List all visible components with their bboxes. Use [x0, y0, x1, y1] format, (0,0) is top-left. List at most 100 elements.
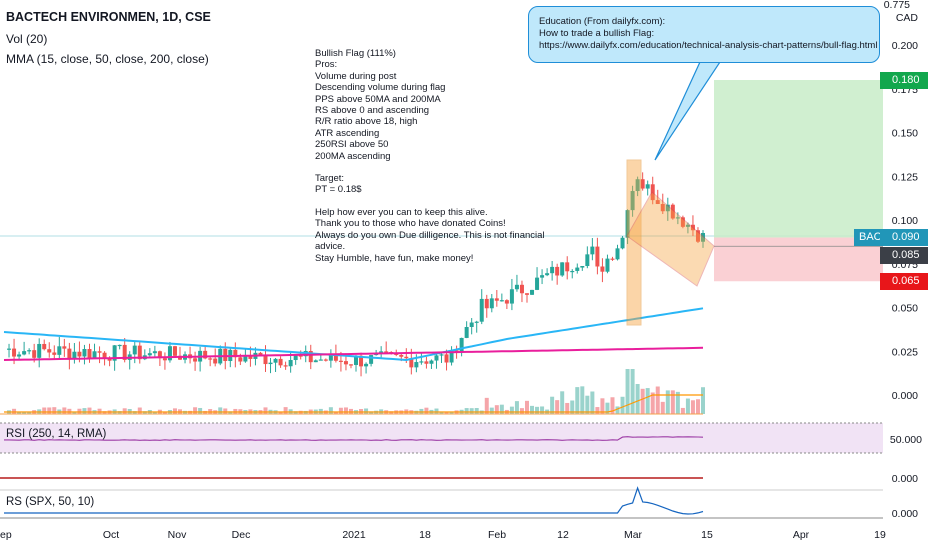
price-tick: 0.100 — [892, 215, 918, 227]
candle — [670, 203, 675, 220]
candle — [695, 227, 700, 244]
volume-bar — [464, 408, 469, 414]
candle — [459, 337, 464, 357]
education-callout: Education (From dailyfx.com): How to trad… — [528, 6, 880, 63]
candle — [600, 258, 605, 283]
note-line: ATR ascending — [315, 127, 380, 139]
volume-bar — [610, 397, 615, 414]
candle — [474, 320, 479, 333]
candle — [494, 290, 499, 307]
time-tick: 19 — [874, 529, 886, 541]
candle — [318, 354, 323, 361]
volume-bar — [530, 405, 535, 414]
candle — [188, 346, 193, 364]
candle — [625, 209, 630, 245]
rsi-tick: 50.000 — [890, 434, 922, 446]
volume-bar — [439, 411, 444, 414]
volume-bar — [223, 408, 228, 414]
volume-bar — [198, 407, 203, 414]
volume-bar — [580, 386, 585, 414]
volume-bar — [484, 397, 489, 414]
indicator-panels — [0, 422, 883, 519]
note-line: Always do you own Due dilligence. This i… — [315, 229, 545, 241]
candle — [22, 341, 27, 356]
candle — [354, 355, 359, 372]
candle — [535, 267, 540, 291]
note-line: Thank you to those who have donated Coin… — [315, 218, 506, 230]
candle — [62, 338, 67, 357]
note-line: Bullish Flag (111%) — [315, 48, 396, 59]
volume-bar — [52, 407, 57, 414]
volume-bar — [263, 407, 268, 414]
note-line — [315, 196, 575, 207]
moving-averages — [0, 307, 704, 415]
ma50-line — [3, 307, 704, 362]
candle — [690, 215, 695, 237]
candle — [540, 269, 545, 285]
volume-bar — [590, 391, 595, 414]
candle — [162, 352, 167, 370]
volume-bar — [489, 407, 494, 414]
volume-bar — [620, 396, 625, 414]
volume-bar — [509, 406, 514, 414]
rs-line — [4, 486, 704, 515]
volume-bar — [665, 390, 670, 414]
flag-channel — [626, 191, 715, 287]
candle — [167, 341, 172, 363]
volume-bar — [42, 407, 47, 414]
price-tick: 0.150 — [892, 128, 918, 140]
volume-bar — [328, 407, 333, 414]
target-price-tag: 0.180 — [880, 72, 928, 89]
volume-bar — [17, 411, 22, 414]
candle — [419, 353, 424, 365]
candle — [504, 299, 509, 310]
price-tick: 0.050 — [892, 303, 918, 315]
candle — [328, 349, 333, 368]
volume-bar — [625, 369, 630, 414]
ma200-line — [3, 346, 704, 361]
candle — [172, 345, 177, 358]
candle — [127, 351, 132, 370]
price-tick: 0.000 — [892, 390, 918, 402]
candle — [293, 354, 298, 365]
candle — [595, 237, 600, 275]
target-zone — [714, 80, 883, 238]
candle — [434, 352, 439, 369]
note-line: RS above 0 and ascending — [315, 105, 430, 117]
rs-tick: 0.000 — [892, 508, 918, 520]
rsi-tick: 0.000 — [892, 473, 918, 485]
note-line: Stay Humble, have fun, make money! — [315, 252, 474, 264]
note-line: Pros: — [315, 59, 338, 71]
volume-bar — [172, 408, 177, 414]
time-tick: Apr — [793, 529, 810, 541]
trade-zones — [714, 80, 883, 282]
chart-title: BACTECH ENVIRONMEN, 1D, CSE — [6, 10, 211, 24]
candle — [519, 280, 524, 303]
volume-bar — [499, 404, 504, 414]
callout-line: Education (From dailyfx.com): — [539, 16, 666, 27]
volume-bar — [560, 391, 565, 414]
candle — [52, 345, 57, 360]
volume-bar — [333, 411, 338, 414]
volume-bar — [494, 405, 499, 414]
volume-bar — [595, 407, 600, 414]
note-line: advice. — [315, 241, 346, 253]
callout-line[interactable]: https://www.dailyfx.com/education/techni… — [539, 40, 878, 51]
time-tick: 12 — [557, 529, 569, 541]
price-tick: 0.200 — [892, 40, 918, 52]
candle — [680, 215, 685, 229]
candle — [570, 269, 575, 279]
time-axis: ep Oct Nov Dec 2021 18 Feb 12 Mar 15 Apr 19 — [0, 529, 886, 541]
rsi-label: RSI (250, 14, RMA) — [6, 428, 107, 440]
volume-bar — [650, 392, 655, 414]
ma15-line — [4, 394, 703, 413]
time-tick: ep — [0, 529, 12, 541]
candle — [605, 254, 610, 274]
note-line: Volume during post — [315, 70, 397, 82]
candle — [152, 345, 157, 357]
candle — [198, 346, 203, 372]
time-tick: 18 — [419, 529, 431, 541]
candle — [117, 344, 122, 350]
candle — [92, 343, 97, 359]
